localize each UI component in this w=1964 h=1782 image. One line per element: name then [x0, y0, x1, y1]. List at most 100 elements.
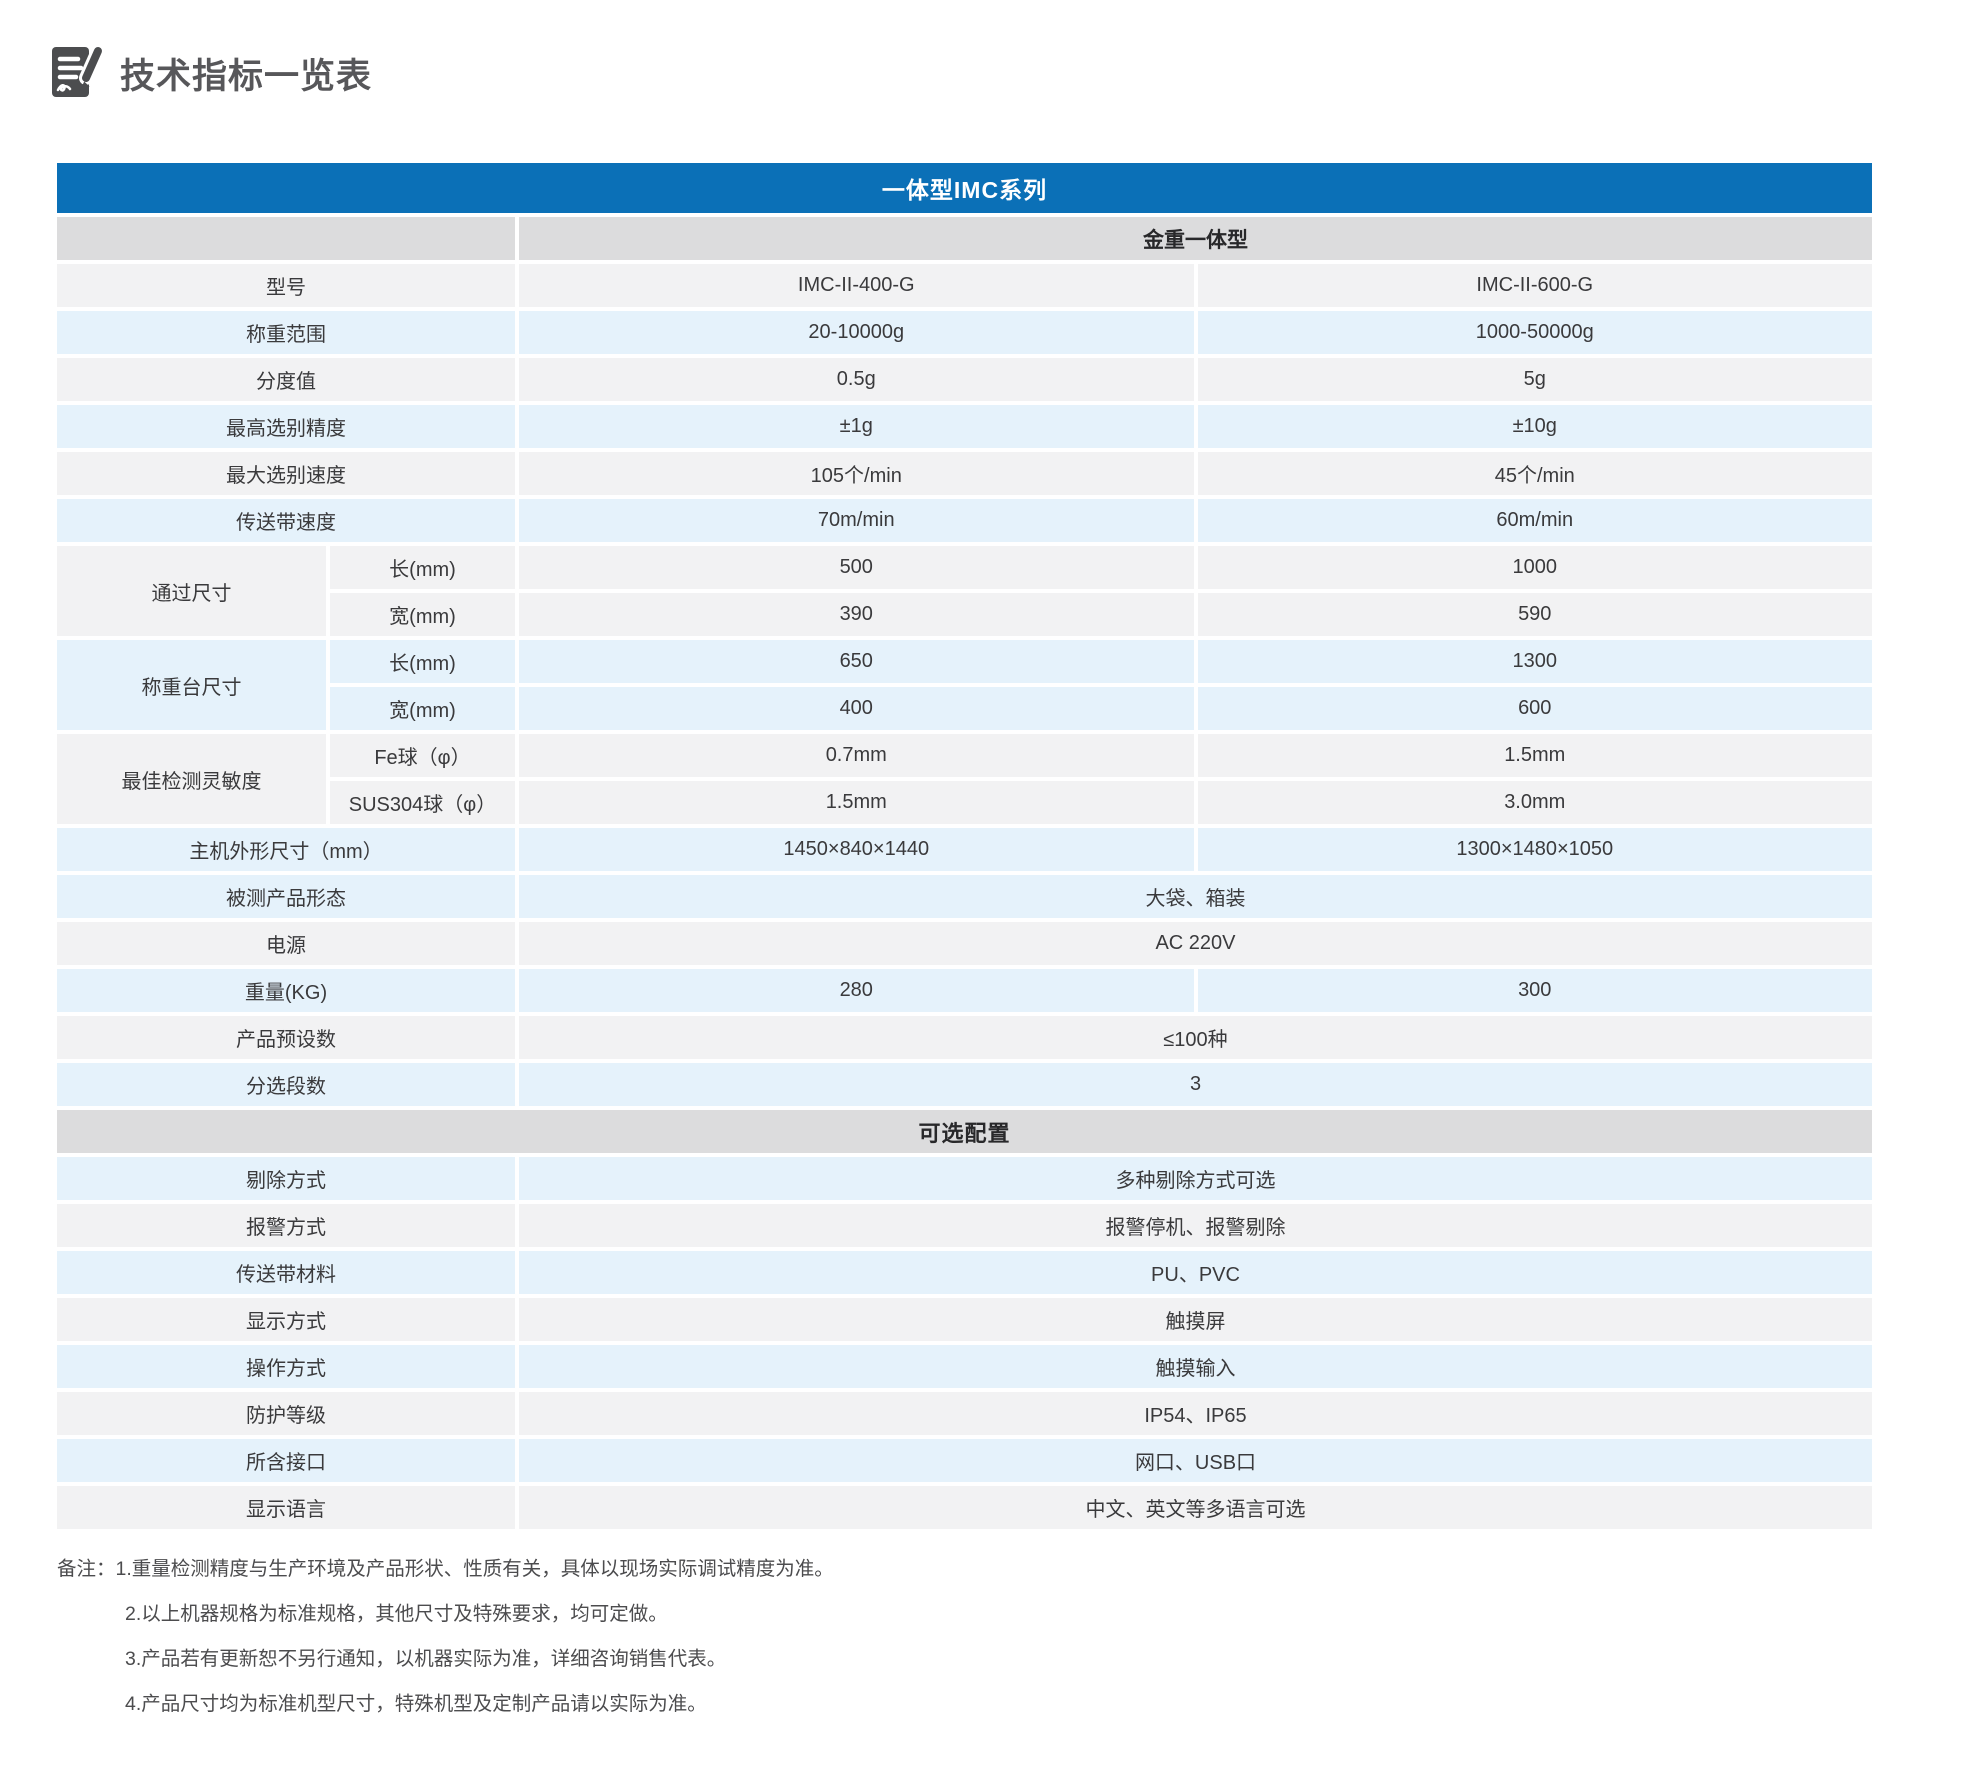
spec-value-merged: IP54、IP65: [519, 1392, 1872, 1435]
spec-value-400: 390: [519, 593, 1194, 636]
spec-value-merged: 大袋、箱装: [519, 875, 1872, 918]
spec-label: 主机外形尺寸（mm）: [57, 828, 515, 871]
row-interfaces: 所含接口 网口、USB口: [57, 1439, 1872, 1482]
spec-value-400: 280: [519, 969, 1194, 1012]
group-label: 最佳检测灵敏度: [57, 734, 326, 824]
row-max-speed: 最大选别速度 105个/min 45个/min: [57, 452, 1872, 495]
table-row: 宽(mm) 390 590: [330, 593, 1872, 636]
table-row: 长(mm) 500 1000: [330, 546, 1872, 589]
row-machine-dimensions: 主机外形尺寸（mm） 1450×840×1440 1300×1480×1050: [57, 828, 1872, 871]
spec-value-600: 300: [1197, 969, 1872, 1012]
spec-value-600: 3.0mm: [1197, 781, 1872, 824]
spec-label: 操作方式: [57, 1345, 515, 1388]
sub-label: 长(mm): [330, 546, 515, 589]
document-pen-icon: [52, 44, 105, 97]
spec-table: 一体型IMC系列 金重一体型 型号 IMC-II-400-G IMC-II-60…: [57, 163, 1872, 1529]
spec-value-600: 600: [1197, 687, 1872, 730]
spec-value-merged: AC 220V: [519, 922, 1872, 965]
note-line: 2.以上机器规格为标准规格，其他尺寸及特殊要求，均可定做。: [125, 1603, 668, 1625]
spec-label: 电源: [57, 922, 515, 965]
spec-value-600: 1000: [1197, 546, 1872, 589]
row-belt-speed: 传送带速度 70m/min 60m/min: [57, 499, 1872, 542]
spec-value-400: ±1g: [519, 405, 1194, 448]
spec-value-600: 1000-50000g: [1197, 311, 1872, 354]
sub-label: 宽(mm): [330, 687, 515, 730]
spec-value-600: IMC-II-600-G: [1197, 264, 1872, 307]
row-display-language: 显示语言 中文、英文等多语言可选: [57, 1486, 1872, 1529]
subheader-empty-cell: [57, 217, 515, 260]
sub-label: Fe球（φ）: [330, 734, 515, 777]
row-weight: 重量(KG) 280 300: [57, 969, 1872, 1012]
spec-value-merged: 多种剔除方式可选: [519, 1157, 1872, 1200]
note-line: 备注：1.重量检测精度与生产环境及产品形状、性质有关，具体以现场实际调试精度为准…: [57, 1547, 834, 1592]
group-pass-size: 通过尺寸 长(mm) 500 1000 宽(mm) 390 590: [57, 546, 1872, 636]
note-line: 4.产品尺寸均为标准机型尺寸，特殊机型及定制产品请以实际为准。: [125, 1693, 707, 1715]
group-sensitivity: 最佳检测灵敏度 Fe球（φ） 0.7mm 1.5mm SUS304球（φ） 1.…: [57, 734, 1872, 824]
spec-value-400: 1.5mm: [519, 781, 1194, 824]
group-label: 称重台尺寸: [57, 640, 326, 730]
page-title: 技术指标一览表: [120, 56, 373, 96]
spec-value-600: 45个/min: [1197, 452, 1872, 495]
spec-value-400: 400: [519, 687, 1194, 730]
row-alarm: 报警方式 报警停机、报警剔除: [57, 1204, 1872, 1247]
spec-value-400: 0.5g: [519, 358, 1194, 401]
spec-value-merged: 报警停机、报警剔除: [519, 1204, 1872, 1247]
spec-label: 报警方式: [57, 1204, 515, 1247]
row-sorting-segments: 分选段数 3: [57, 1063, 1872, 1106]
spec-value-600: ±10g: [1197, 405, 1872, 448]
spec-value-merged: 网口、USB口: [519, 1439, 1872, 1482]
sub-label: 长(mm): [330, 640, 515, 683]
spec-label: 产品预设数: [57, 1016, 515, 1059]
spec-value-600: 5g: [1197, 358, 1872, 401]
row-product-form: 被测产品形态 大袋、箱装: [57, 875, 1872, 918]
spec-label: 所含接口: [57, 1439, 515, 1482]
row-power: 电源 AC 220V: [57, 922, 1872, 965]
row-display-mode: 显示方式 触摸屏: [57, 1298, 1872, 1341]
row-model: 型号 IMC-II-400-G IMC-II-600-G: [57, 264, 1872, 307]
spec-label: 最大选别速度: [57, 452, 515, 495]
spec-label: 剔除方式: [57, 1157, 515, 1200]
table-row: SUS304球（φ） 1.5mm 3.0mm: [330, 781, 1872, 824]
spec-label: 传送带材料: [57, 1251, 515, 1294]
sub-label: SUS304球（φ）: [330, 781, 515, 824]
spec-label: 分度值: [57, 358, 515, 401]
spec-value-600: 1.5mm: [1197, 734, 1872, 777]
spec-value-400: 20-10000g: [519, 311, 1194, 354]
group-platform-size: 称重台尺寸 长(mm) 650 1300 宽(mm) 400 600: [57, 640, 1872, 730]
spec-label: 传送带速度: [57, 499, 515, 542]
spec-value-600: 1300×1480×1050: [1197, 828, 1872, 871]
spec-label: 称重范围: [57, 311, 515, 354]
spec-value-merged: 触摸输入: [519, 1345, 1872, 1388]
row-max-accuracy: 最高选别精度 ±1g ±10g: [57, 405, 1872, 448]
spec-value-600: 60m/min: [1197, 499, 1872, 542]
spec-value-merged: PU、PVC: [519, 1251, 1872, 1294]
spec-value-400: 70m/min: [519, 499, 1194, 542]
page-header: 技术指标一览表: [45, 42, 372, 104]
row-rejection: 剔除方式 多种剔除方式可选: [57, 1157, 1872, 1200]
spec-value-merged: 中文、英文等多语言可选: [519, 1486, 1872, 1529]
footnotes: 备注：1.重量检测精度与生产环境及产品形状、性质有关，具体以现场实际调试精度为准…: [57, 1547, 834, 1727]
spec-value-600: 590: [1197, 593, 1872, 636]
row-belt-material: 传送带材料 PU、PVC: [57, 1251, 1872, 1294]
spec-label: 显示方式: [57, 1298, 515, 1341]
table-row: Fe球（φ） 0.7mm 1.5mm: [330, 734, 1872, 777]
spec-label: 被测产品形态: [57, 875, 515, 918]
row-protection-rating: 防护等级 IP54、IP65: [57, 1392, 1872, 1435]
note-text: 1.重量检测精度与生产环境及产品形状、性质有关，具体以现场实际调试精度为准。: [115, 1558, 834, 1580]
spec-label: 分选段数: [57, 1063, 515, 1106]
note-prefix: 备注：: [57, 1558, 116, 1580]
spec-value-400: 650: [519, 640, 1194, 683]
series-header-bar: 一体型IMC系列: [57, 163, 1872, 213]
row-division-value: 分度值 0.5g 5g: [57, 358, 1872, 401]
spec-value-400: IMC-II-400-G: [519, 264, 1194, 307]
spec-label: 重量(KG): [57, 969, 515, 1012]
spec-label: 型号: [57, 264, 515, 307]
spec-value-merged: ≤100种: [519, 1016, 1872, 1059]
spec-label: 防护等级: [57, 1392, 515, 1435]
group-label: 通过尺寸: [57, 546, 326, 636]
row-weighing-range: 称重范围 20-10000g 1000-50000g: [57, 311, 1872, 354]
spec-value-400: 105个/min: [519, 452, 1194, 495]
table-row: 宽(mm) 400 600: [330, 687, 1872, 730]
spec-value-400: 1450×840×1440: [519, 828, 1194, 871]
note-line: 3.产品若有更新恕不另行通知，以机器实际为准，详细咨询销售代表。: [125, 1648, 727, 1670]
